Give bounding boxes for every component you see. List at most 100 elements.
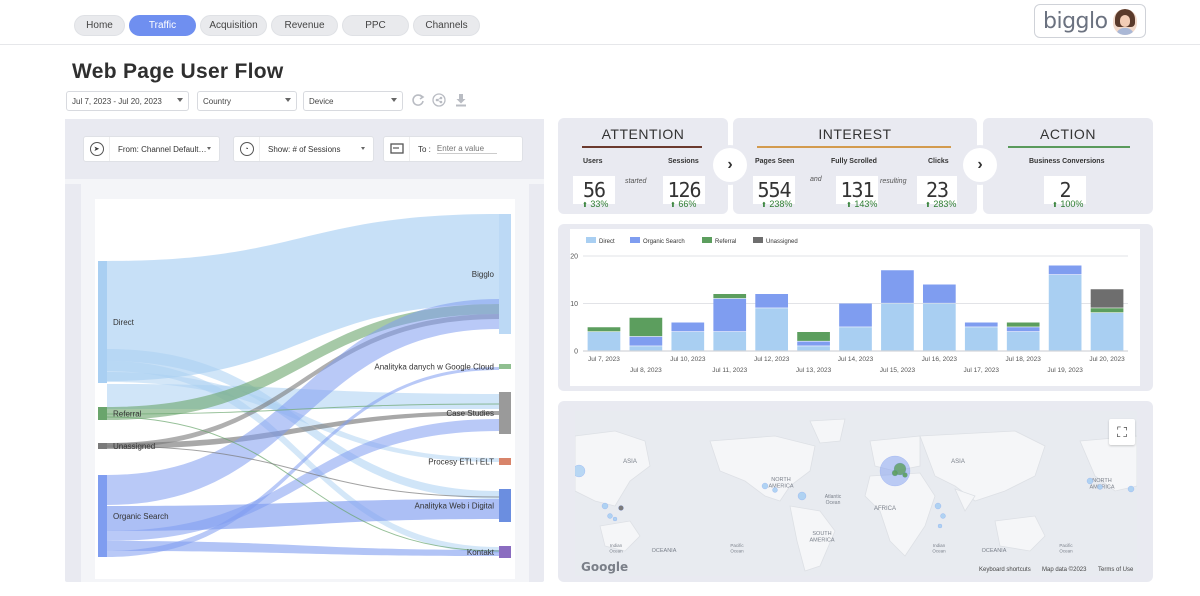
tab-channels[interactable]: Channels bbox=[413, 15, 480, 36]
map-bubble[interactable] bbox=[940, 513, 946, 519]
bar-direct-1[interactable] bbox=[629, 346, 663, 351]
map-bubble[interactable] bbox=[797, 491, 807, 501]
target-node[interactable] bbox=[499, 364, 511, 369]
bar-direct-12[interactable] bbox=[1090, 313, 1124, 351]
fullscreen-icon[interactable]: ⛶ bbox=[1109, 419, 1135, 445]
target-node[interactable] bbox=[499, 458, 511, 465]
country-filter[interactable]: Country bbox=[197, 91, 297, 111]
map-bubble[interactable] bbox=[902, 472, 908, 478]
bar-direct-9[interactable] bbox=[964, 327, 998, 351]
bar-organic-search-7[interactable] bbox=[881, 270, 914, 303]
bar-direct-5[interactable] bbox=[797, 346, 830, 351]
target-label: Kontakt bbox=[467, 548, 495, 557]
bar-organic-search-3[interactable] bbox=[713, 298, 747, 332]
sankey-diagram: Direct Referral Unassigned Organic Search Bi… bbox=[65, 179, 544, 582]
flow-link-7[interactable] bbox=[107, 314, 499, 448]
refresh-icon[interactable] bbox=[410, 93, 426, 109]
tab-ppc[interactable]: PPC bbox=[342, 15, 409, 36]
date-range-filter[interactable]: Jul 7, 2023 - Jul 20, 2023 bbox=[66, 91, 189, 111]
map-bubble[interactable] bbox=[607, 513, 613, 519]
bar-referral-10[interactable] bbox=[1006, 322, 1040, 327]
map-bubble[interactable] bbox=[601, 502, 609, 510]
keyboard-shortcuts-link[interactable]: Keyboard shortcuts bbox=[979, 567, 1031, 573]
bar-direct-0[interactable] bbox=[587, 332, 621, 351]
landmass bbox=[599, 520, 641, 552]
map-bubble[interactable] bbox=[772, 487, 778, 493]
bar-organic-search-1[interactable] bbox=[629, 336, 663, 346]
bar-direct-4[interactable] bbox=[755, 308, 789, 351]
terms-of-use-link[interactable]: Terms of Use bbox=[1098, 567, 1134, 573]
to-filter[interactable]: To : bbox=[383, 136, 523, 162]
show-dropdown[interactable]: ◔ Show: # of Sessions bbox=[233, 136, 374, 162]
map-bubble[interactable] bbox=[1086, 477, 1094, 485]
map-bubble[interactable] bbox=[891, 469, 899, 477]
bar-referral-3[interactable] bbox=[713, 294, 747, 299]
device-filter[interactable]: Device bbox=[303, 91, 403, 111]
chevron-right-icon[interactable]: › bbox=[713, 148, 747, 182]
download-icon[interactable] bbox=[453, 93, 469, 109]
map-bubble[interactable] bbox=[575, 464, 586, 478]
tab-acquisition[interactable]: Acquisition bbox=[200, 15, 267, 36]
from-dropdown[interactable]: ➤ From: Channel Default… bbox=[83, 136, 220, 162]
bar-referral-12[interactable] bbox=[1090, 308, 1124, 313]
bar-organic-search-8[interactable] bbox=[922, 284, 956, 303]
source-node[interactable] bbox=[98, 475, 107, 557]
bar-organic-search-6[interactable] bbox=[839, 303, 872, 327]
flow-link-6[interactable] bbox=[107, 411, 499, 449]
action-underline bbox=[1008, 146, 1130, 148]
bar-direct-10[interactable] bbox=[1006, 332, 1040, 351]
flow-link-0[interactable] bbox=[107, 214, 499, 381]
target-node[interactable] bbox=[499, 214, 511, 334]
tab-revenue[interactable]: Revenue bbox=[271, 15, 338, 36]
bar-direct-6[interactable] bbox=[839, 327, 872, 351]
map-bubble[interactable] bbox=[937, 523, 943, 529]
world-map[interactable]: ASIA NORTH AMERICA Atlantic Ocean AFRICA SOUTH… bbox=[575, 411, 1137, 576]
source-node[interactable] bbox=[98, 261, 107, 383]
map-bubble[interactable] bbox=[934, 502, 942, 510]
to-value-input[interactable] bbox=[436, 144, 497, 154]
bar-organic-search-10[interactable] bbox=[1006, 327, 1040, 332]
legend-label: Direct bbox=[599, 239, 615, 245]
map-bubble[interactable] bbox=[612, 516, 618, 522]
tab-traffic[interactable]: Traffic bbox=[129, 15, 196, 36]
map-label: Pacific bbox=[730, 543, 744, 548]
source-node[interactable] bbox=[98, 443, 107, 449]
flow-link-5[interactable] bbox=[107, 304, 499, 420]
bar-referral-0[interactable] bbox=[587, 327, 621, 332]
map-bubble[interactable] bbox=[761, 482, 769, 490]
share-icon[interactable] bbox=[431, 93, 447, 109]
bar-direct-7[interactable] bbox=[881, 303, 914, 351]
map-bubble[interactable] bbox=[1127, 485, 1135, 493]
tab-home[interactable]: Home bbox=[74, 15, 125, 36]
bar-direct-2[interactable] bbox=[671, 332, 705, 351]
chevron-right-icon[interactable]: › bbox=[963, 148, 997, 182]
users-delta-value: 33% bbox=[590, 199, 609, 209]
bar-referral-5[interactable] bbox=[797, 332, 830, 341]
business-conversions-delta-value: 100% bbox=[1060, 199, 1084, 209]
source-node[interactable] bbox=[98, 407, 107, 420]
avatar[interactable] bbox=[1113, 9, 1137, 35]
bar-direct-8[interactable] bbox=[922, 303, 956, 351]
flow-link-12[interactable] bbox=[107, 367, 499, 557]
sessions-delta-value: 66% bbox=[678, 199, 697, 209]
bar-unassigned-12[interactable] bbox=[1090, 289, 1124, 308]
bar-direct-11[interactable] bbox=[1048, 275, 1082, 351]
flow-link-10[interactable] bbox=[107, 419, 499, 541]
bar-organic-search-4[interactable] bbox=[755, 294, 789, 308]
map-bubble[interactable] bbox=[618, 505, 624, 511]
flow-link-3[interactable] bbox=[107, 361, 499, 553]
bar-direct-3[interactable] bbox=[713, 332, 747, 351]
map-bubble[interactable] bbox=[1097, 484, 1103, 490]
flow-link-11[interactable] bbox=[107, 541, 499, 556]
bar-organic-search-2[interactable] bbox=[671, 322, 705, 332]
brand-logo[interactable]: bigglo bbox=[1034, 4, 1146, 38]
target-node[interactable] bbox=[499, 392, 511, 434]
bar-organic-search-5[interactable] bbox=[797, 341, 830, 346]
flow-link-8[interactable] bbox=[107, 299, 499, 505]
bar-organic-search-9[interactable] bbox=[964, 322, 998, 327]
flow-link-2[interactable] bbox=[107, 349, 499, 499]
bar-organic-search-11[interactable] bbox=[1048, 265, 1082, 275]
target-node[interactable] bbox=[499, 489, 511, 522]
target-node[interactable] bbox=[499, 546, 511, 558]
bar-referral-1[interactable] bbox=[629, 317, 663, 337]
